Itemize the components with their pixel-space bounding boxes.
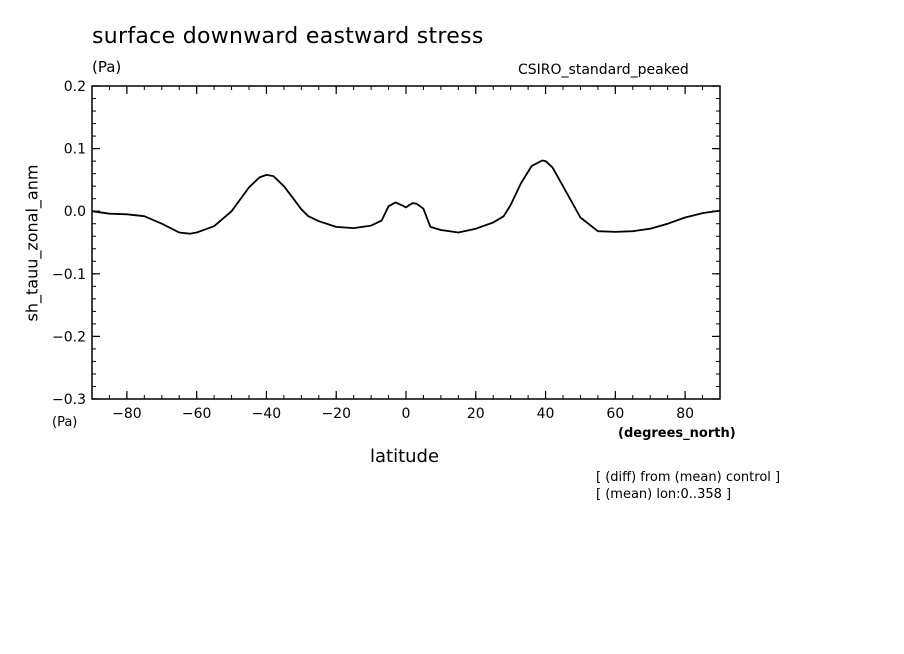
x-tick-label: 80 — [676, 406, 694, 422]
y-tick-label: −0.1 — [52, 267, 86, 283]
x-axis-label: latitude — [370, 446, 440, 467]
x-tick-label: −40 — [252, 406, 282, 422]
y-tick-label: −0.2 — [52, 329, 86, 345]
title-units: (Pa) — [92, 58, 122, 76]
y-tick-label: 0.0 — [64, 204, 86, 220]
x-tick-label: 60 — [606, 406, 624, 422]
x-tick-label: −60 — [182, 406, 212, 422]
note-mean: [ (mean) lon:0..358 ] — [596, 487, 732, 502]
x-tick-label: −80 — [112, 406, 142, 422]
x-tick-label: 20 — [467, 406, 485, 422]
x-tick-label: −20 — [321, 406, 351, 422]
model-name: CSIRO_standard_peaked — [518, 62, 689, 78]
x-tick-label: 40 — [537, 406, 555, 422]
y-tick-label: 0.1 — [64, 142, 86, 158]
y-tick-label: 0.2 — [64, 79, 86, 95]
y-axis-units: (Pa) — [52, 415, 78, 430]
x-tick-label: 0 — [402, 406, 411, 422]
note-diff: [ (diff) from (mean) control ] — [596, 470, 781, 485]
chart-title: surface downward eastward stress — [92, 24, 484, 49]
plot-frame — [91, 85, 721, 400]
y-tick-label: −0.3 — [52, 392, 86, 408]
series-line — [91, 159, 721, 235]
x-axis-units: (degrees_north) — [618, 426, 736, 441]
